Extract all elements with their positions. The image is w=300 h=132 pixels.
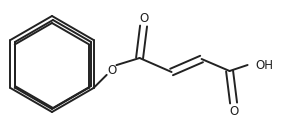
Text: O: O [229, 105, 238, 117]
Text: OH: OH [256, 58, 274, 72]
Text: O: O [107, 63, 116, 77]
Text: O: O [139, 11, 148, 25]
